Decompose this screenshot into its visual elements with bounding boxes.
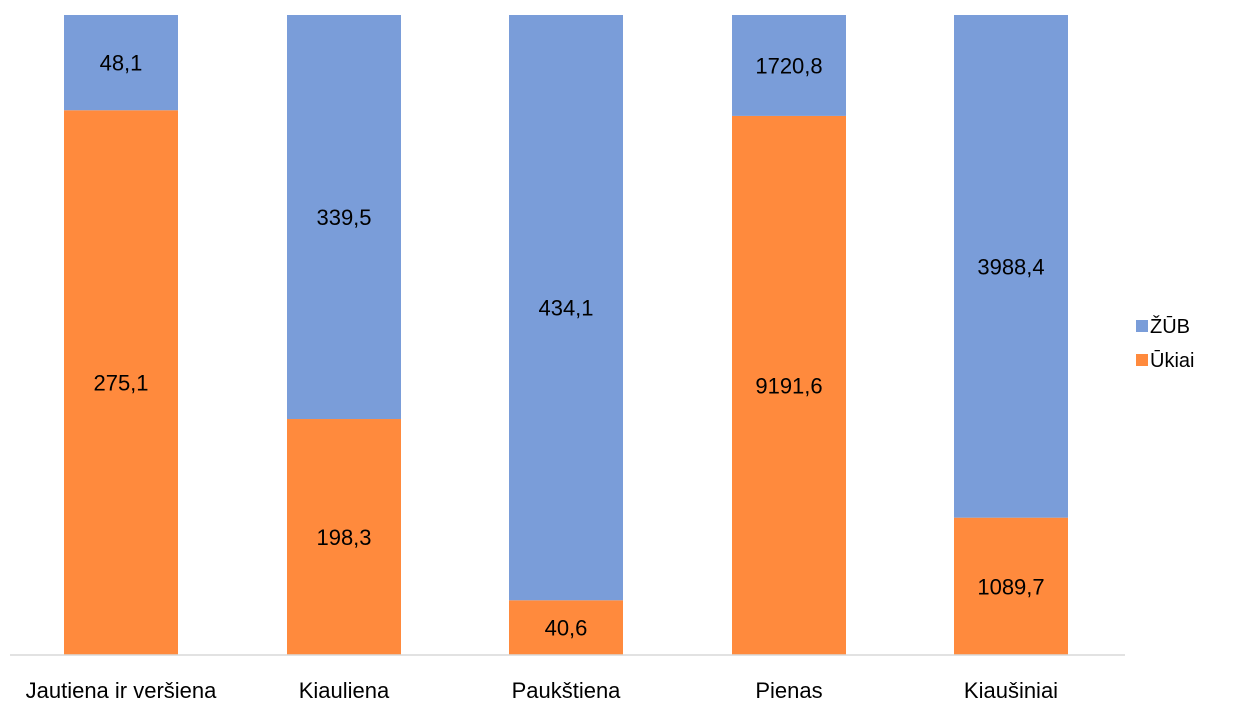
data-label-ukiai-2: 40,6 (545, 616, 588, 641)
category-label-4: Kiaušiniai (964, 678, 1058, 702)
bar-segment-zub-3 (732, 15, 846, 116)
legend-label-0: ŽŪB (1150, 315, 1190, 338)
category-labels-group: Jautiena ir veršiena Kiauliena Paukštiena P… (26, 678, 1058, 702)
data-label-ukiai-1: 198,3 (316, 525, 371, 550)
category-label-3: Pienas (755, 678, 822, 702)
data-label-ukiai-3: 9191,6 (755, 373, 822, 398)
data-labels-group: 275,1 48,1 198,3 339,5 40,6 434,1 9191,6 1720,8… (93, 51, 1044, 641)
bar-segment-ukiai-3 (732, 115, 846, 656)
legend-label-1: Ūkiai (1150, 349, 1194, 372)
data-label-zub-2: 434,1 (538, 296, 593, 321)
bar-segment-ukiai-1 (287, 419, 401, 655)
bar-segment-zub-2 (509, 15, 623, 601)
bar-segment-ukiai-0 (64, 110, 178, 655)
bar-segment-ukiai-4 (954, 517, 1068, 655)
category-label-0: Jautiena ir veršiena (26, 678, 218, 702)
category-label-2: Paukštiena (512, 678, 622, 702)
bar-segment-ukiai-2 (509, 600, 623, 655)
legend-swatch-1 (1136, 354, 1148, 366)
data-label-zub-0: 48,1 (100, 51, 143, 76)
category-label-1: Kiauliena (299, 678, 390, 702)
data-label-ukiai-4: 1089,7 (977, 574, 1044, 599)
legend: ŽŪB Ūkiai (1136, 315, 1194, 372)
bar-segment-zub-4 (954, 15, 1068, 518)
data-label-ukiai-0: 275,1 (93, 371, 148, 396)
data-label-zub-4: 3988,4 (977, 254, 1044, 279)
bars-group (64, 15, 1068, 656)
bar-segment-zub-0 (64, 15, 178, 111)
bar-segment-zub-1 (287, 15, 401, 420)
data-label-zub-3: 1720,8 (755, 53, 822, 78)
data-label-zub-1: 339,5 (316, 205, 371, 230)
legend-swatch-0 (1136, 320, 1148, 332)
